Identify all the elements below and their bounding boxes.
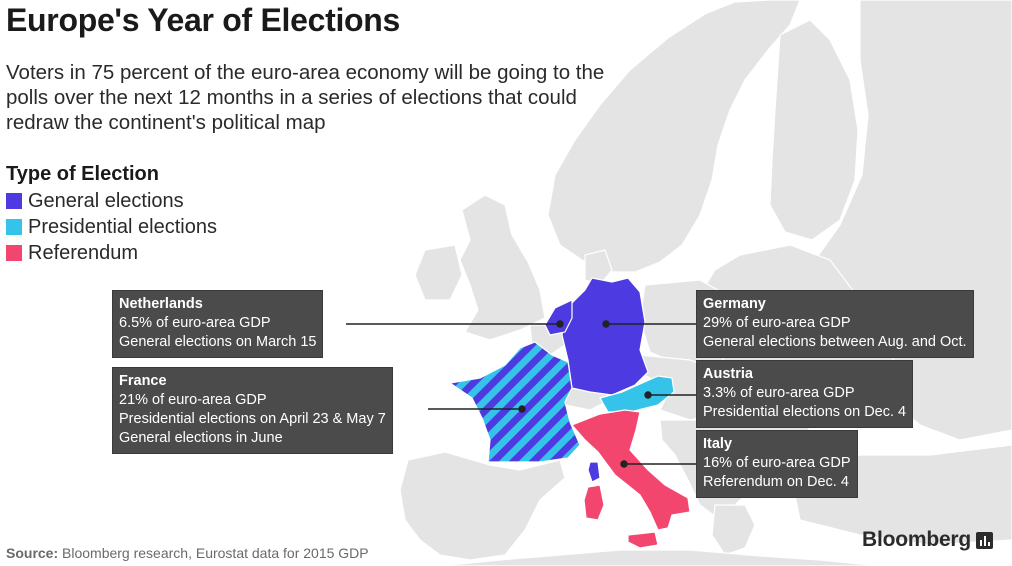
legend-label-general: General elections	[28, 189, 184, 212]
callout-italy-gdp: 16% of euro-area GDP	[703, 455, 851, 471]
callout-france-gdp: 21% of euro-area GDP	[119, 392, 267, 408]
legend-label-referendum: Referendum	[28, 241, 139, 264]
bloomberg-logo: Bloomberg	[862, 528, 994, 552]
land-britain	[459, 194, 546, 341]
callout-netherlands: Netherlands 6.5% of euro-area GDP Genera…	[112, 290, 324, 358]
country-italy	[570, 409, 691, 531]
callout-austria-name: Austria	[703, 366, 753, 382]
callout-netherlands-gdp: 6.5% of euro-area GDP	[119, 315, 271, 331]
callout-austria-line1: Presidential elections on Dec. 4	[703, 404, 907, 420]
land-north-africa	[439, 549, 881, 566]
callout-netherlands-name: Netherlands	[119, 296, 203, 312]
callout-france: France 21% of euro-area GDP Presidential…	[112, 367, 393, 454]
callout-austria: Austria 3.3% of euro-area GDP Presidenti…	[696, 360, 914, 428]
island-sicily	[627, 531, 659, 549]
land-greece	[711, 504, 756, 556]
legend-label-presidential: Presidential elections	[28, 215, 217, 238]
callout-france-line1: Presidential elections on April 23 & May…	[119, 411, 386, 427]
callout-netherlands-line1: General elections on March 15	[119, 334, 317, 350]
land-scandinavia	[547, 0, 801, 273]
source-note: Source: Bloomberg research, Eurostat dat…	[6, 545, 369, 561]
land-ireland	[414, 244, 463, 301]
legend: Type of Election General elections Presi…	[6, 163, 217, 266]
land-finland	[769, 19, 859, 241]
land-iberia	[399, 451, 566, 561]
legend-swatch-referendum	[6, 245, 22, 261]
source-label: Source:	[6, 545, 59, 561]
island-corsica	[587, 461, 601, 483]
source-text: Bloomberg research, Eurostat data for 20…	[62, 545, 369, 561]
callout-italy: Italy 16% of euro-area GDP Referendum on…	[696, 430, 858, 498]
country-netherlands	[544, 299, 573, 336]
callout-austria-gdp: 3.3% of euro-area GDP	[703, 385, 855, 401]
bloomberg-bars-icon	[976, 531, 994, 549]
legend-item-referendum: Referendum	[6, 240, 217, 266]
page-title: Europe's Year of Elections	[6, 2, 401, 38]
callout-germany-gdp: 29% of euro-area GDP	[703, 315, 851, 331]
brand-name: Bloomberg	[862, 528, 972, 551]
land-denmark	[584, 249, 613, 286]
legend-swatch-general	[6, 193, 22, 209]
callout-germany-line1: General elections between Aug. and Oct.	[703, 334, 967, 350]
callout-france-line2: General elections in June	[119, 430, 283, 446]
legend-item-general: General elections	[6, 188, 217, 214]
subtitle: Voters in 75 percent of the euro-area ec…	[6, 61, 605, 134]
country-germany	[561, 277, 649, 396]
callout-germany-name: Germany	[703, 296, 766, 312]
island-sardinia	[583, 484, 605, 521]
legend-swatch-presidential	[6, 219, 22, 235]
legend-title: Type of Election	[6, 163, 159, 185]
legend-item-presidential: Presidential elections	[6, 214, 217, 240]
callout-italy-line1: Referendum on Dec. 4	[703, 474, 849, 490]
callout-germany: Germany 29% of euro-area GDP General ele…	[696, 290, 974, 358]
callout-france-name: France	[119, 373, 167, 389]
country-france	[448, 341, 581, 463]
callout-italy-name: Italy	[703, 436, 733, 452]
